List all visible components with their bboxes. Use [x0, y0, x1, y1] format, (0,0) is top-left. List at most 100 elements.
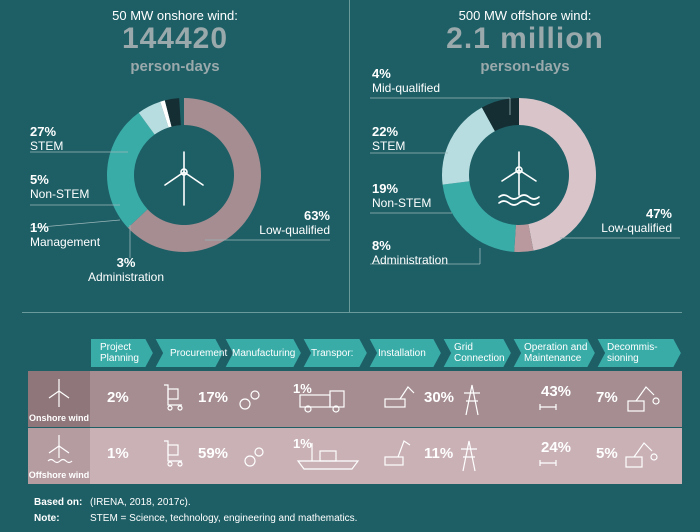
nonstem-pct: 5%: [30, 172, 49, 187]
stem-label: STEM: [30, 139, 64, 153]
offshore-unit: person-days: [480, 58, 570, 75]
onshore-turbine-small-icon: [48, 379, 70, 407]
offshore-row-label: Offshore wind: [28, 470, 90, 480]
based-on-label: Based on:: [34, 497, 83, 508]
slice-non-stem: [138, 101, 169, 135]
offshore-decom-value: 5%: [596, 445, 618, 462]
gears-icon-offshore: [244, 447, 264, 467]
nonstem-label-off: Non-STEM: [372, 196, 432, 210]
slice-mid-qualified: [514, 224, 534, 252]
offshore-title: 500 MW offshore wind:: [458, 8, 592, 23]
stage-chevrons: [90, 337, 682, 369]
based-on-text: (IRENA, 2018, 2017c).: [90, 497, 191, 508]
onshore-om-value: 43%: [541, 383, 572, 400]
mgmt-label: Management: [30, 235, 101, 249]
demolition-icon: [627, 386, 660, 412]
stage-chevron-7: [510, 337, 598, 369]
trolley-icon-offshore: [164, 440, 183, 467]
slice-stem: [442, 181, 516, 252]
stage-chevron-8: [594, 337, 682, 369]
stem-label-off: STEM: [372, 139, 406, 153]
stage-chevron-3: [222, 337, 304, 369]
stage-chevron-2: [152, 337, 226, 369]
vertical-divider: [349, 0, 350, 312]
onshore-row-label: Onshore wind: [28, 413, 89, 423]
stem-pct-off: 22%: [372, 124, 399, 139]
low-pct: 63%: [303, 208, 330, 223]
stage-transport: Transpor:: [311, 347, 354, 359]
slice-administration: [164, 98, 181, 127]
stage-chevron-6: [440, 337, 514, 369]
onshore-title: 50 MW onshore wind:: [112, 8, 238, 23]
onshore-big-number: 144420: [121, 22, 229, 55]
slice-management: [160, 100, 172, 128]
pylon-icon-offshore: [461, 440, 477, 472]
offshore-planning-value: 1%: [107, 445, 129, 462]
low-label-off: Low-qualified: [601, 221, 672, 235]
mgmt-pct: 1%: [30, 220, 49, 235]
stage-procurement: Procurement: [170, 347, 228, 359]
label-stem-off: 22% STEM: [372, 124, 405, 153]
stage-decommissioning: Decommis- sioning: [607, 342, 658, 364]
onshore-row: [28, 371, 682, 427]
mid-pct: 4%: [372, 66, 391, 81]
onshore-unit: person-days: [130, 58, 220, 75]
mid-label: Mid-qualified: [372, 81, 441, 95]
label-admin-off: 8% Administration: [372, 238, 448, 267]
stage-project-planning: Project Planning: [100, 342, 139, 364]
label-low-off: 47% Low-qualified: [590, 206, 672, 235]
pylon-icon: [464, 384, 480, 416]
offshore-row: [28, 428, 682, 484]
stage-grid-connection: Grid Connection: [454, 342, 505, 364]
offshore-turbine-icon: [498, 151, 540, 206]
offshore-installation-value: 11%: [424, 445, 454, 462]
stage-manufacturing: Manufacturing: [232, 347, 296, 359]
offshore-row-label-cell: Offshore wind: [28, 428, 90, 484]
wrench-icon-offshore: [539, 460, 557, 466]
note-label: Note:: [34, 513, 60, 524]
onshore-donut: [107, 98, 261, 252]
offshore-big-number: 2.1 million: [446, 22, 604, 55]
label-mid-off: 4% Mid-qualified: [372, 66, 440, 95]
label-nonstem-on: 5% Non-STEM: [30, 172, 89, 201]
trolley-icon: [164, 384, 183, 411]
stage-chevron-4: [300, 337, 370, 369]
onshore-procurement-value: 17%: [198, 389, 229, 406]
admin-label-off: Administration: [372, 253, 449, 267]
slice-stem: [107, 112, 155, 228]
slice-non-stem: [442, 107, 495, 185]
demolition-icon-offshore: [625, 442, 658, 468]
label-nonstem-off: 19% Non-STEM: [372, 181, 431, 210]
onshore-decom-value: 7%: [596, 389, 618, 406]
onshore-row-label-cell: Onshore wind: [28, 371, 90, 427]
offshore-om-value: 24%: [541, 439, 572, 456]
ship-icon: [296, 443, 360, 470]
onshore-transport-value: 1%: [293, 381, 312, 396]
offshore-transport-value: 1%: [293, 436, 312, 451]
admin-pct: 3%: [116, 255, 136, 270]
stem-pct: 27%: [30, 124, 57, 139]
donut-charts: [29, 97, 680, 265]
row-icons: [164, 384, 660, 472]
nonstem-label: Non-STEM: [30, 187, 90, 201]
nonstem-pct-off: 19%: [372, 181, 399, 196]
onshore-installation-value: 30%: [424, 389, 455, 406]
slice-low-qualified: [127, 98, 261, 252]
offshore-procurement-value: 59%: [198, 445, 229, 462]
stage-installation: Installation: [378, 347, 426, 359]
note-text: STEM = Science, technology, engineering …: [90, 513, 358, 524]
truck-icon: [299, 390, 345, 413]
leader-mgmt-on: [29, 219, 121, 229]
stage-operation-maintenance: Operation and Maintenance: [524, 342, 588, 364]
low-pct-off: 47%: [645, 206, 672, 221]
offshore-donut: [442, 98, 596, 252]
excavator-icon: [384, 386, 415, 408]
admin-label: Administration: [88, 270, 165, 284]
label-mgmt-on: 1% Management: [30, 220, 100, 249]
offshore-turbine-small-icon: [47, 435, 73, 464]
wrench-icon: [539, 404, 557, 410]
low-label: Low-qualified: [259, 223, 330, 237]
stage-chevron-1: [90, 337, 156, 369]
label-low-on: 63% Low-qualified: [258, 208, 330, 237]
stage-chevron-5: [366, 337, 444, 369]
